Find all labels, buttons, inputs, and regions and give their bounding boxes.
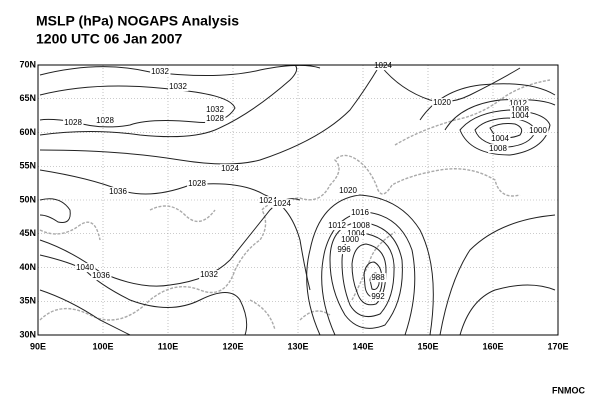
subtitle: 1200 UTC 06 Jan 2007 bbox=[36, 31, 183, 47]
contour-label: 1032 bbox=[206, 105, 224, 114]
contour-label-bg bbox=[327, 221, 348, 231]
contour-label-bg bbox=[370, 273, 387, 283]
contour-label: 1008 bbox=[352, 221, 370, 230]
y-tick-label: 35N bbox=[19, 296, 36, 306]
contour-label-bg bbox=[95, 116, 116, 126]
isobars bbox=[39, 64, 556, 336]
contour-label: 992 bbox=[371, 292, 385, 301]
contour-label-bg bbox=[205, 105, 226, 115]
contour-label: 1004 bbox=[347, 229, 365, 238]
contour-label-bg bbox=[150, 67, 171, 77]
credit: FNMOC bbox=[552, 385, 585, 395]
contour-label: 1004 bbox=[491, 134, 509, 143]
x-tick-label: 140E bbox=[352, 341, 373, 351]
contour-label-bg bbox=[370, 292, 387, 302]
y-tick-label: 60N bbox=[19, 127, 36, 137]
contour-label: 1008 bbox=[511, 105, 529, 114]
contour-label-bg bbox=[351, 221, 372, 231]
contour-label-bg bbox=[108, 187, 129, 197]
y-tick-label: 30N bbox=[19, 329, 36, 339]
contour-label: 1028 bbox=[64, 118, 82, 127]
grid bbox=[38, 65, 558, 335]
contour-label: 1036 bbox=[109, 187, 127, 196]
coastlines bbox=[39, 79, 551, 331]
contour-label-bg bbox=[510, 111, 531, 121]
contour-label-bg bbox=[528, 126, 549, 136]
title: MSLP (hPa) NOGAPS Analysis bbox=[36, 13, 239, 29]
contour-label-bg bbox=[63, 118, 84, 128]
x-tick-label: 110E bbox=[158, 341, 179, 351]
x-tick-label: 150E bbox=[417, 341, 438, 351]
contour-label: 1032 bbox=[169, 82, 187, 91]
x-tick-label: 90E bbox=[30, 341, 46, 351]
contour-label-bg bbox=[75, 263, 96, 273]
contour-label-bg bbox=[91, 271, 112, 281]
contour-label-bg bbox=[205, 114, 226, 124]
map-frame bbox=[37, 64, 559, 336]
contour-label: 996 bbox=[337, 245, 351, 254]
y-tick-label: 55N bbox=[19, 161, 36, 171]
contour-label-bg bbox=[168, 82, 189, 92]
contour-label: 1020 bbox=[433, 98, 451, 107]
y-tick-label: 50N bbox=[19, 194, 36, 204]
contour-label-bg bbox=[340, 235, 361, 245]
y-tick-label: 65N bbox=[19, 93, 36, 103]
contour-label: 1012 bbox=[328, 221, 346, 230]
contour-label: 1024 bbox=[273, 199, 291, 208]
y-tick-label: 45N bbox=[19, 228, 36, 238]
contour-label: 1008 bbox=[489, 144, 507, 153]
x-tick-label: 160E bbox=[482, 341, 503, 351]
contour-label-bg bbox=[350, 208, 371, 218]
contour-label-bg bbox=[336, 245, 353, 255]
contour-label: 1040 bbox=[76, 263, 94, 272]
contour-label: 1004 bbox=[511, 111, 529, 120]
contour-label-bg bbox=[199, 270, 220, 280]
x-tick-label: 170E bbox=[547, 341, 568, 351]
contour-label: 1012 bbox=[509, 99, 527, 108]
y-tick-label: 40N bbox=[19, 262, 36, 272]
contour-label-bg bbox=[338, 186, 359, 196]
contour-label-bg bbox=[510, 105, 531, 115]
contour-label: 1016 bbox=[351, 208, 369, 217]
contour-label: 1024 bbox=[221, 164, 239, 173]
contour-label: 1000 bbox=[529, 126, 547, 135]
contour-label-bg bbox=[373, 61, 394, 71]
contour-label: 1024 bbox=[259, 196, 277, 205]
contour-label: 988 bbox=[371, 273, 385, 282]
contour-label-bg bbox=[488, 144, 509, 154]
contour-label: 1032 bbox=[200, 270, 218, 279]
contour-label: 1028 bbox=[188, 179, 206, 188]
contour-label-bg bbox=[220, 164, 241, 174]
contour-label-bg bbox=[272, 199, 293, 209]
contour-label-bg bbox=[346, 229, 367, 239]
contour-label-bg bbox=[258, 196, 279, 206]
x-tick-label: 100E bbox=[92, 341, 113, 351]
contour-label-bg bbox=[432, 98, 453, 108]
contour-label: 1020 bbox=[339, 186, 357, 195]
contour-label-bg bbox=[187, 179, 208, 189]
contour-label: 1028 bbox=[96, 116, 114, 125]
contour-label: 1036 bbox=[92, 271, 110, 280]
contour-label-bg bbox=[490, 134, 511, 144]
contour-label: 1028 bbox=[206, 114, 224, 123]
x-tick-label: 130E bbox=[287, 341, 308, 351]
contour-label-bg bbox=[508, 99, 529, 109]
y-tick-label: 70N bbox=[19, 59, 36, 69]
contour-label: 1032 bbox=[151, 67, 169, 76]
contour-label: 1024 bbox=[374, 61, 392, 70]
x-tick-label: 120E bbox=[222, 341, 243, 351]
contour-label: 1000 bbox=[341, 235, 359, 244]
